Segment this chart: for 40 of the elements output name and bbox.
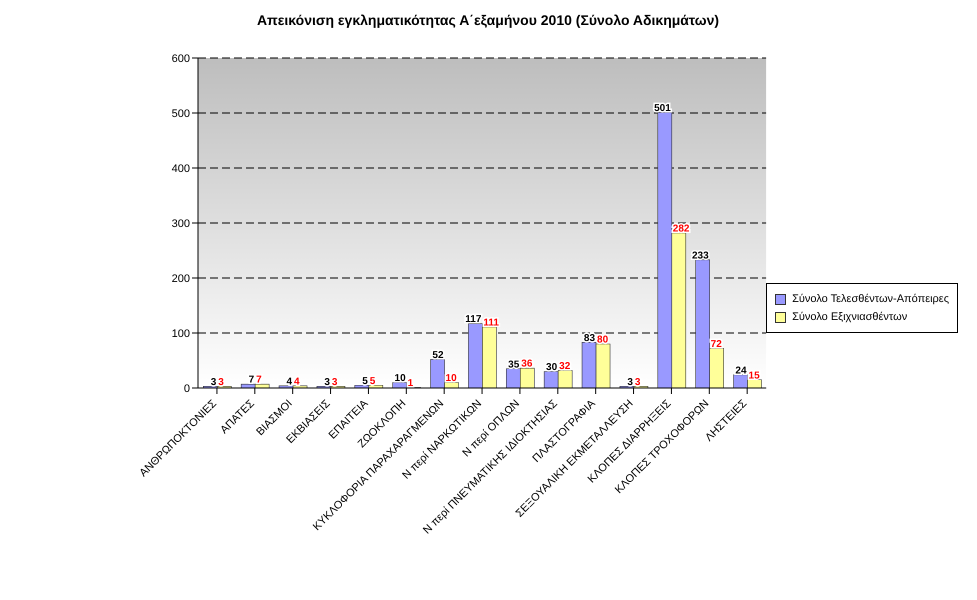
data-label: 83 <box>584 332 596 344</box>
y-tick-label: 400 <box>172 162 190 175</box>
data-label: 7 <box>248 374 255 386</box>
data-label: 3 <box>627 376 634 388</box>
data-label: 35 <box>508 359 520 370</box>
y-tick-label: 200 <box>172 272 190 285</box>
y-tick-label: 100 <box>172 328 190 340</box>
y-tick-label: 300 <box>172 218 190 230</box>
data-label: 7 <box>256 374 262 386</box>
data-label: 3 <box>218 376 224 388</box>
data-label: 5 <box>370 376 376 387</box>
data-label: 3 <box>332 376 338 388</box>
data-label: 30 <box>546 362 558 373</box>
y-tick-label: 600 <box>172 52 190 65</box>
data-label: 3 <box>634 376 641 388</box>
data-label: 233 <box>692 250 710 262</box>
data-label: 5 <box>362 376 368 387</box>
data-label: 117 <box>465 314 482 326</box>
data-label: 501 <box>654 102 672 114</box>
data-label: 3 <box>210 376 217 388</box>
chart-title: Απεικόνιση εγκληματικότητας Α΄εξαμήνου 2010 (Σύνολο Αδικημάτων) <box>256 12 720 28</box>
data-label: 15 <box>748 370 760 382</box>
data-label: 52 <box>432 350 444 361</box>
y-tick-label: 0 <box>184 382 190 395</box>
data-label: 282 <box>672 223 690 234</box>
y-tick-label: 500 <box>172 108 190 120</box>
data-label: 32 <box>559 360 571 372</box>
data-label: 3 <box>324 376 330 388</box>
data-label: 10 <box>446 373 458 384</box>
data-label: 1 <box>408 378 414 389</box>
data-label: 111 <box>483 317 500 328</box>
data-label: 24 <box>735 365 747 376</box>
data-label: 10 <box>394 373 406 384</box>
legend-label: Σύνολο Τελεσθέντων-Απόπειρες <box>792 292 949 307</box>
data-label: 72 <box>710 338 722 350</box>
data-label: 4 <box>294 376 300 388</box>
legend-label: Σύνολο Εξιχνιασθέντων <box>792 310 908 325</box>
data-label: 36 <box>521 358 533 370</box>
data-label: 4 <box>286 376 292 388</box>
data-label: 80 <box>597 334 609 346</box>
